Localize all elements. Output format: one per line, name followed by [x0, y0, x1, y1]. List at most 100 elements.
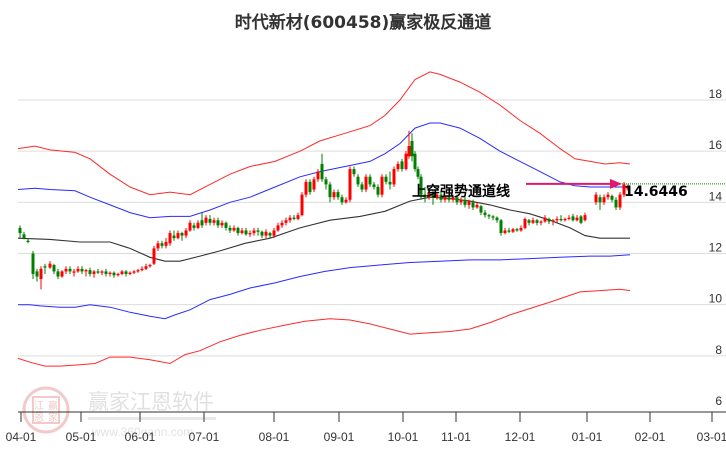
candle-up: [575, 215, 579, 222]
candle-down: [356, 174, 360, 187]
x-tick-label: 08-01: [259, 430, 290, 444]
candle-up: [443, 194, 447, 203]
candle-down: [88, 267, 92, 277]
candle-down: [471, 199, 475, 211]
candle-down: [112, 271, 116, 278]
candle-up: [312, 176, 316, 193]
candle-up: [555, 216, 559, 223]
candle-up: [156, 240, 160, 251]
candle-up: [427, 189, 431, 200]
candle-up: [606, 192, 610, 200]
candle-down: [559, 215, 563, 222]
x-tick-label: 02-01: [635, 430, 666, 444]
candle-up: [594, 192, 598, 205]
candle-up: [475, 202, 479, 209]
candle-up: [618, 192, 622, 211]
candle-up: [272, 227, 276, 239]
candle-down: [336, 189, 340, 200]
candle-up: [300, 192, 304, 217]
candle-down: [228, 225, 232, 234]
candle-up: [344, 197, 348, 204]
x-tick-label: 05-01: [66, 430, 97, 444]
arrow-head-icon: [610, 178, 622, 189]
candle-up: [144, 263, 148, 271]
grid-lines: [18, 99, 726, 357]
x-axis: 04-01 05-01 06-01 07-01 08-01 09-01 10-01 11-01…: [6, 411, 726, 444]
candle-down: [535, 218, 539, 226]
candle-down: [292, 215, 296, 221]
candle-down: [487, 213, 491, 219]
candle-up: [176, 230, 180, 240]
x-tick-label: 07-01: [189, 430, 220, 444]
y-tick-label: 16: [709, 138, 723, 152]
candle-up: [252, 227, 256, 236]
candle-up: [396, 161, 400, 172]
candle-down: [400, 158, 404, 172]
candle-up: [551, 218, 555, 226]
candle-up: [404, 151, 408, 171]
candle-up: [116, 272, 120, 277]
candle-up: [543, 215, 547, 223]
candle-down: [31, 250, 35, 280]
candle-up: [563, 217, 567, 222]
candle-up: [184, 227, 188, 239]
candle-up: [280, 220, 284, 228]
candle-down: [244, 227, 248, 236]
candle-up: [392, 166, 396, 187]
candle-up: [467, 199, 471, 209]
candle-down: [495, 216, 499, 223]
candle-down: [256, 227, 260, 236]
candle-up: [622, 181, 626, 198]
channel-lines: [17, 71, 631, 367]
candle-up: [288, 215, 292, 223]
candle-up: [132, 270, 136, 274]
candle-up: [264, 229, 268, 239]
candle-down: [172, 230, 176, 241]
candlesticks: [18, 130, 630, 290]
y-tick-label: 14: [709, 189, 723, 203]
candle-up: [120, 270, 124, 276]
candle-up: [220, 220, 224, 228]
y-tick-label: 6: [715, 394, 722, 408]
candle-down: [43, 263, 47, 274]
candle-down: [614, 197, 618, 211]
watermark-seal-icon: 江 赢 恩 家: [22, 386, 70, 434]
candle-down: [598, 194, 602, 211]
candle-down: [413, 151, 417, 172]
candle-up: [212, 217, 216, 226]
candle-up: [407, 130, 411, 159]
candle-up: [128, 271, 132, 276]
candle-down: [324, 176, 328, 190]
watermark-url: www.360gann.com: [91, 425, 193, 439]
candle-up: [304, 179, 308, 198]
candle-down: [236, 226, 240, 236]
chart-title: 时代新材(600458)赢家极反通道: [234, 13, 492, 33]
candle-down: [372, 181, 376, 190]
candle-down: [479, 204, 483, 216]
candle-down: [360, 181, 364, 193]
svg-text:恩: 恩: [34, 412, 44, 424]
candle-down: [22, 231, 26, 240]
annotation-value: 14.6446: [624, 184, 688, 200]
candle-down: [192, 222, 196, 231]
candle-up: [380, 174, 384, 198]
candle-down: [104, 268, 108, 277]
candle-down: [455, 194, 459, 205]
candle-down: [56, 268, 60, 280]
candle-down: [376, 184, 380, 198]
candle-up: [72, 268, 76, 277]
candle-down: [35, 268, 39, 282]
candle-down: [491, 215, 495, 221]
candle-up: [64, 266, 68, 274]
candle-up: [459, 197, 463, 205]
candle-up: [626, 184, 630, 191]
annotation: 上穿强势通道线 14.6446: [412, 178, 726, 200]
lower-outer-band: [17, 288, 631, 367]
candle-down: [431, 189, 435, 205]
candle-up: [39, 266, 43, 290]
watermark-brand: 赢家江恩软件: [88, 390, 214, 414]
candle-up: [168, 230, 172, 246]
candle-up: [583, 212, 587, 222]
y-axis-labels: 6 8 10 12 14 16 18: [709, 87, 723, 408]
candle-up: [248, 230, 252, 237]
